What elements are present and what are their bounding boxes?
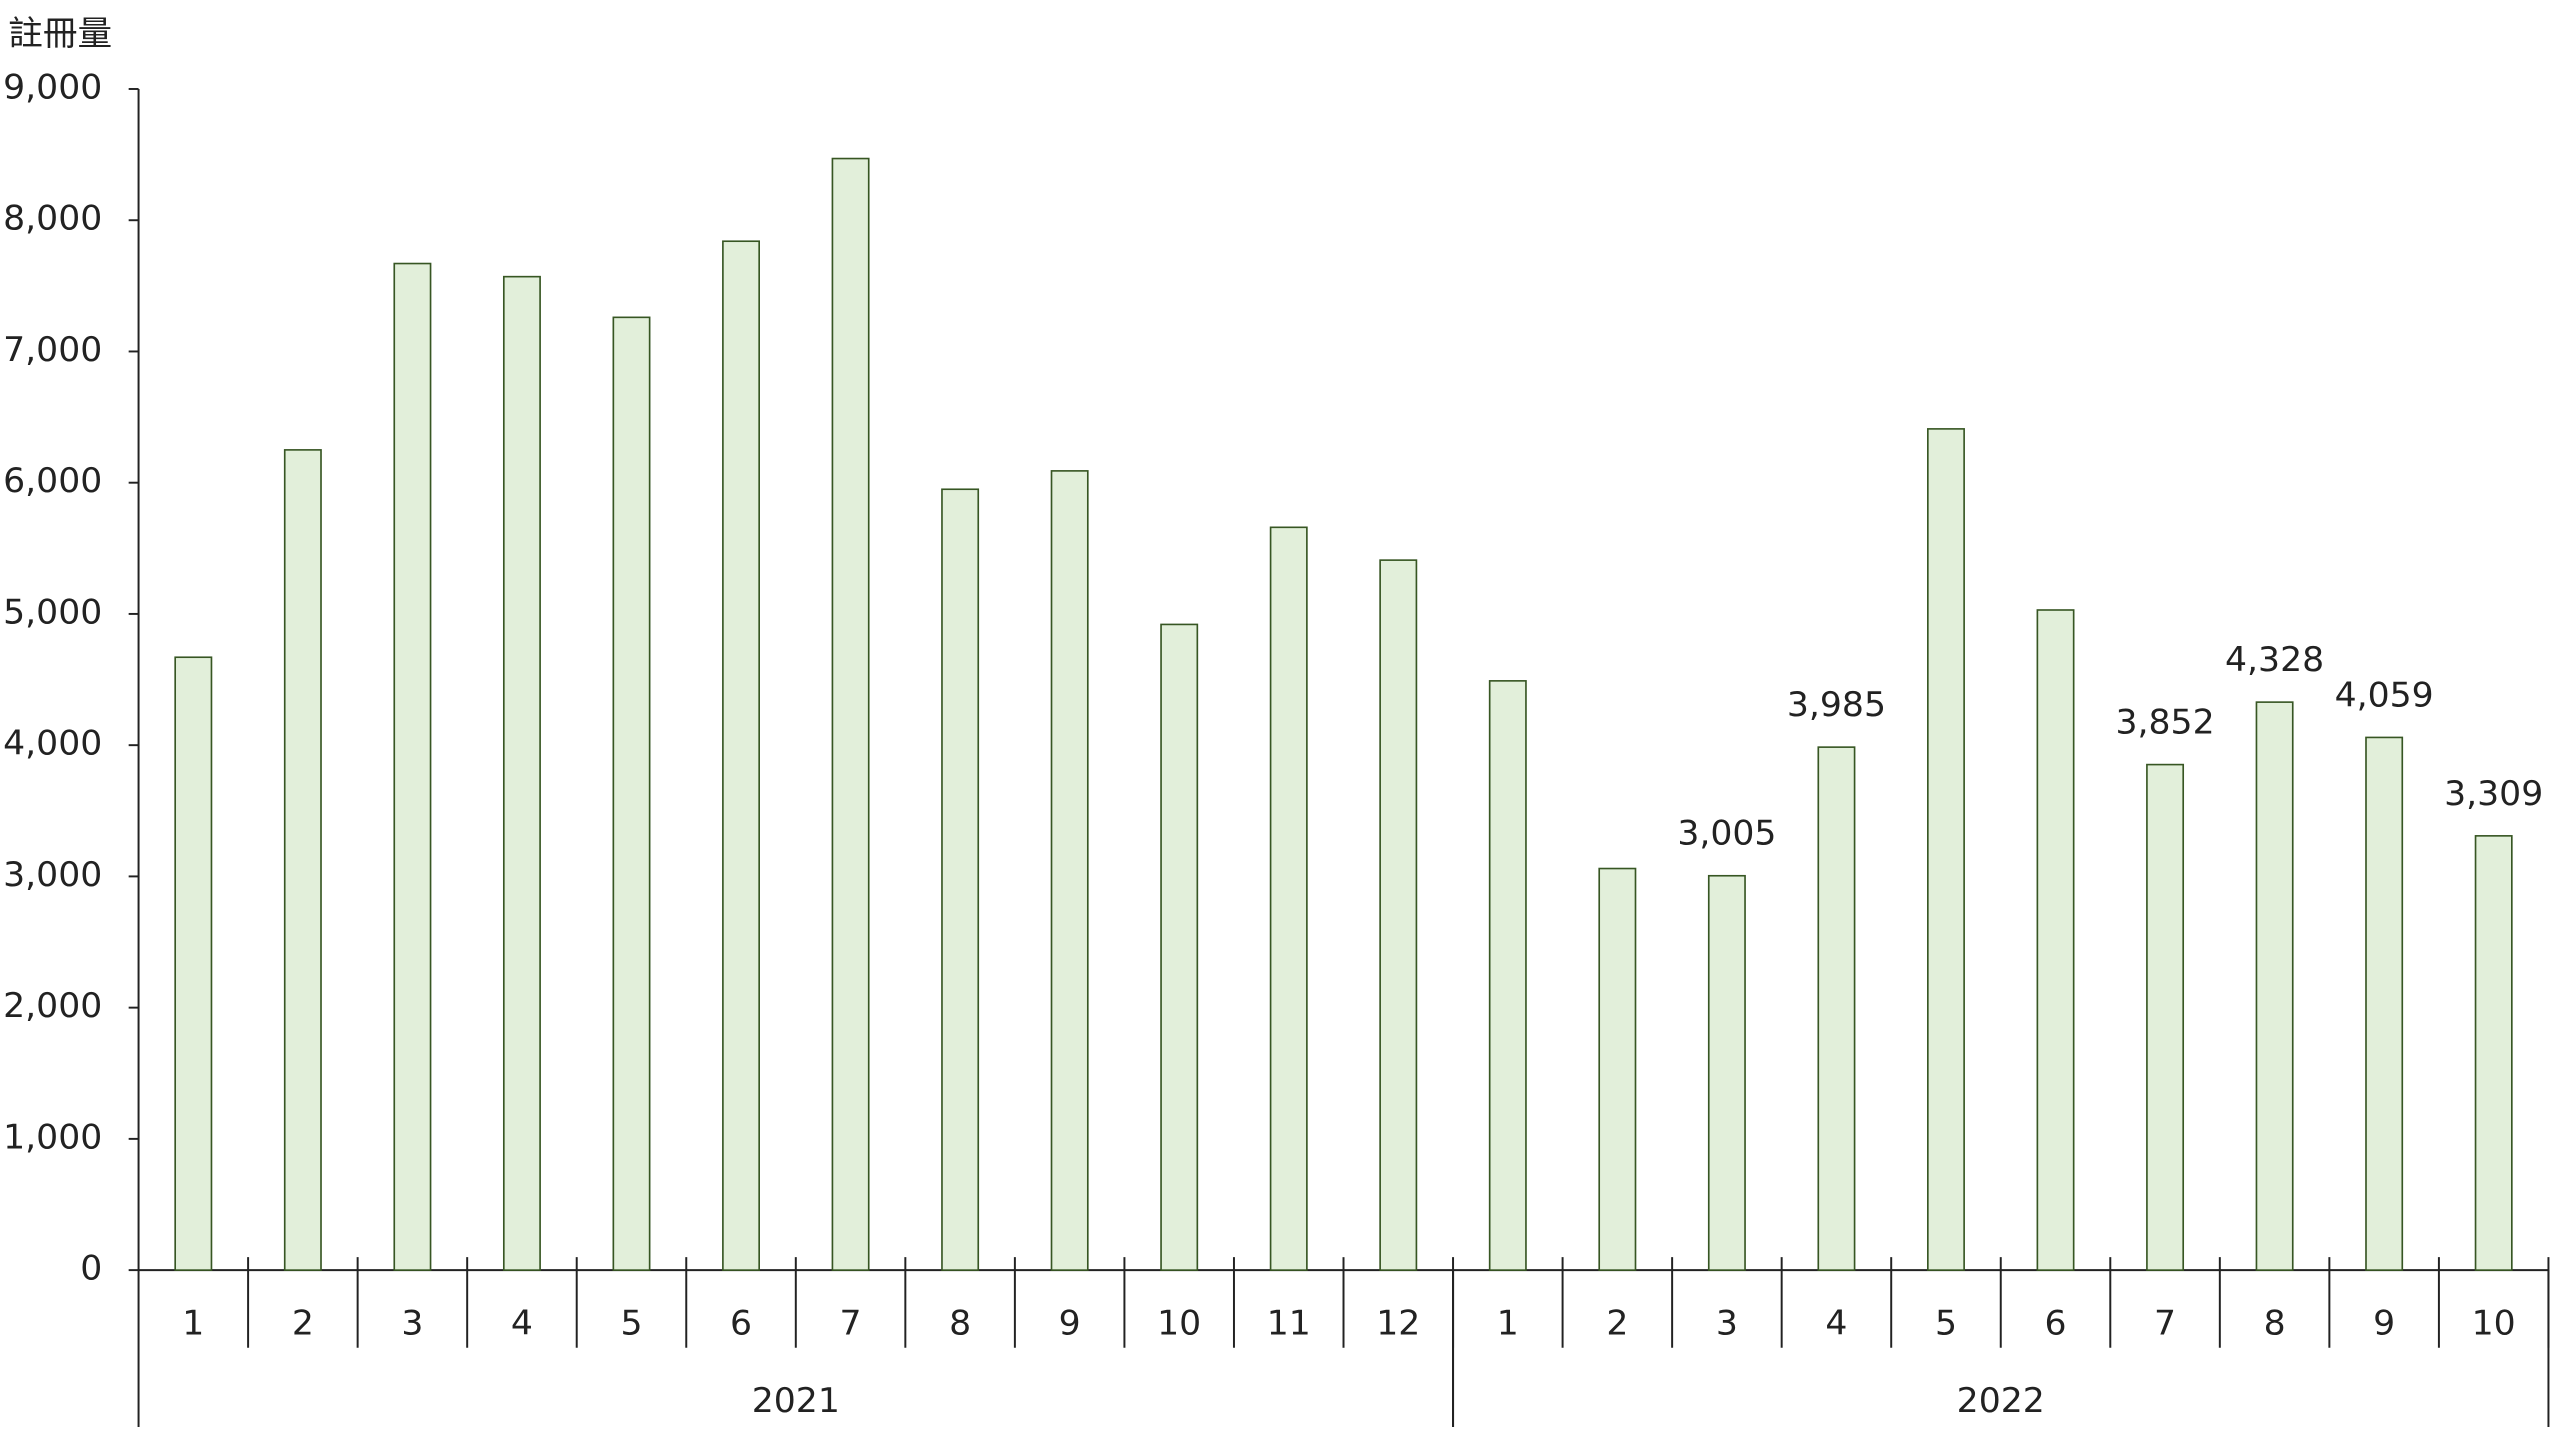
y-tick-label: 9,000 — [3, 68, 102, 108]
y-tick-label: 2,000 — [3, 986, 102, 1026]
x-tick-label: 9 — [1059, 1304, 1081, 1344]
y-tick-label: 4,000 — [3, 724, 102, 764]
bar — [2255, 701, 2294, 1271]
x-tick-label: 8 — [2264, 1304, 2286, 1344]
x-tick-label: 4 — [511, 1304, 533, 1344]
bar — [283, 449, 322, 1271]
group-label: 2021 — [752, 1381, 840, 1421]
value-label: 3,309 — [2444, 774, 2543, 814]
x-tick-label: 11 — [1267, 1304, 1311, 1344]
bar — [612, 316, 651, 1271]
bar — [1050, 470, 1089, 1271]
y-axis-title: 註冊量 — [8, 14, 112, 54]
x-tick-label: 3 — [401, 1304, 423, 1344]
x-tick-label: 1 — [1497, 1304, 1519, 1344]
value-label: 3,005 — [1677, 814, 1776, 854]
x-tick-label: 4 — [1825, 1304, 1847, 1344]
value-label: 4,059 — [2335, 676, 2434, 716]
value-label: 3,985 — [1787, 685, 1886, 725]
x-tick-label: 5 — [620, 1304, 642, 1344]
x-tick-label: 10 — [1157, 1304, 1201, 1344]
x-tick-label: 5 — [1935, 1304, 1957, 1344]
x-tick-label: 6 — [730, 1304, 752, 1344]
bar — [2146, 763, 2185, 1271]
x-tick-label: 3 — [1716, 1304, 1738, 1344]
y-tick-label: 5,000 — [3, 593, 102, 633]
bar — [1488, 680, 1527, 1271]
bar — [1817, 746, 1856, 1271]
bar — [1269, 526, 1308, 1271]
bar — [2036, 609, 2075, 1271]
bar — [941, 488, 980, 1271]
y-tick-label: 1,000 — [3, 1118, 102, 1158]
bar — [722, 240, 760, 1271]
x-tick-label: 9 — [2373, 1304, 2395, 1344]
bar — [1160, 623, 1199, 1271]
x-tick-label: 10 — [2472, 1304, 2516, 1344]
bar — [831, 157, 870, 1271]
x-tick-label: 7 — [2154, 1304, 2176, 1344]
x-tick-label: 2 — [292, 1304, 314, 1344]
bar — [393, 262, 432, 1271]
value-label: 4,328 — [2225, 640, 2324, 680]
bar — [2474, 835, 2513, 1271]
bar — [502, 275, 541, 1271]
bar — [1927, 428, 1965, 1271]
bar — [1598, 867, 1637, 1271]
bar — [1707, 874, 1746, 1271]
y-tick-label: 7,000 — [3, 330, 102, 370]
bar — [2365, 736, 2404, 1271]
y-tick-label: 0 — [80, 1249, 102, 1289]
y-tick-label: 6,000 — [3, 461, 102, 501]
x-tick-label: 6 — [2045, 1304, 2067, 1344]
bar — [174, 656, 213, 1271]
x-tick-label: 8 — [949, 1304, 971, 1344]
y-tick-label: 3,000 — [3, 855, 102, 895]
value-label: 3,852 — [2115, 703, 2214, 743]
y-tick-label: 8,000 — [3, 199, 102, 239]
bar — [1379, 559, 1418, 1271]
x-tick-label: 7 — [840, 1304, 862, 1344]
group-label: 2022 — [1957, 1381, 2045, 1421]
x-tick-label: 12 — [1376, 1304, 1420, 1344]
x-tick-label: 1 — [182, 1304, 204, 1344]
x-tick-label: 2 — [1606, 1304, 1628, 1344]
